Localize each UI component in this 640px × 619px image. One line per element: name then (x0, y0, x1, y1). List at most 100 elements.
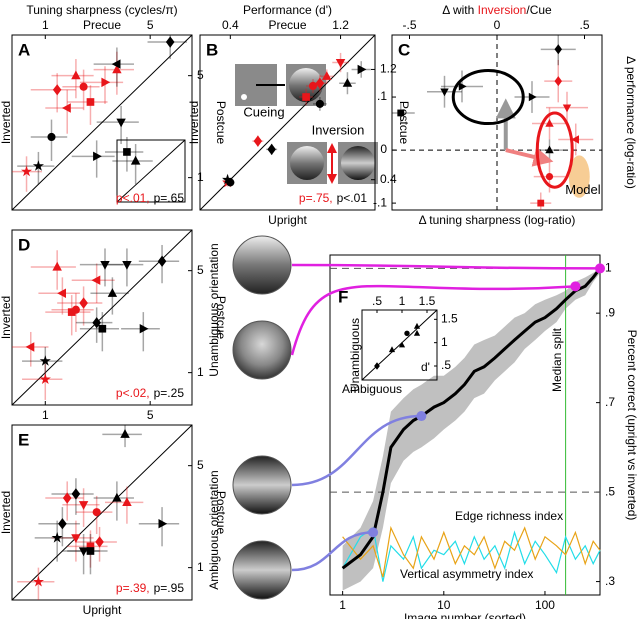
axis-title: Performance (d') (243, 3, 332, 17)
axis-title: Tuning sharpness (cycles/π) (26, 3, 177, 17)
y-tick-label: 1 (605, 261, 612, 275)
image-group-label: Ambiguous orientation (207, 470, 221, 589)
panel-frame (329, 254, 601, 596)
data-point (91, 275, 101, 285)
highlight-point (416, 411, 427, 422)
inset-point (404, 330, 410, 337)
y-tick-label: 5 (197, 458, 204, 472)
index-label: Edge richness index (455, 509, 563, 523)
data-point (67, 308, 76, 316)
y-tick-label: .9 (605, 305, 615, 319)
data-point (112, 492, 122, 502)
x-tick-label: 1 (339, 598, 346, 612)
data-point (71, 534, 81, 543)
data-point (122, 261, 132, 270)
panel-letter: A (18, 40, 30, 59)
panel-frame (11, 229, 193, 406)
p-values: p<.02, p=.25 (116, 386, 184, 400)
data-point (98, 324, 107, 333)
confidence-band (342, 268, 600, 591)
precue-label: Precue (268, 18, 306, 32)
data-point (562, 104, 572, 113)
data-point (537, 199, 545, 207)
p-value: p<.01 (337, 191, 368, 205)
data-point (267, 143, 276, 155)
model-ellipse (568, 155, 590, 198)
data-point (253, 135, 263, 147)
data-point (440, 88, 449, 97)
right-axis-label: Postcue (214, 491, 228, 535)
cueing-label: Cueing (243, 104, 284, 119)
image-connector (291, 263, 601, 270)
data-point (71, 70, 81, 80)
inset-x-tick-label: .5 (372, 294, 382, 308)
x-tick-label: .5 (579, 18, 589, 32)
data-point (25, 342, 35, 352)
left-axis-label: Inverted (0, 296, 13, 339)
data-point (32, 575, 44, 587)
inversion-label: Inversion (312, 122, 365, 137)
shift-arrow (505, 147, 554, 167)
mean-line (341, 267, 602, 570)
title-part: Δ with (442, 3, 477, 17)
inset-y-tick-label: 1 (441, 335, 448, 349)
data-point (39, 373, 51, 384)
inset-frame (361, 309, 438, 381)
data-point (101, 77, 111, 88)
title-part: Inversion (478, 3, 527, 17)
index-label: Vertical asymmetry index (400, 567, 533, 581)
y-tick-label: .7 (605, 395, 615, 409)
data-point (32, 160, 44, 171)
data-point (315, 77, 325, 89)
y-tick-label: .5 (605, 484, 615, 498)
panel-letter: E (18, 430, 29, 449)
data-point (92, 317, 101, 329)
data-point (111, 59, 121, 69)
inset-point (388, 346, 396, 353)
mean-ellipse (451, 69, 525, 126)
p-values: p<.01, p=.65 (116, 191, 184, 205)
model-label: Model (565, 182, 601, 197)
data-point (78, 501, 89, 510)
data-point (107, 288, 118, 297)
inset-identity (116, 139, 186, 203)
left-axis-label: Inverted (187, 101, 201, 144)
right-axis-label: Percent correct (upright vs inverted) (625, 330, 639, 521)
data-point (79, 82, 88, 91)
p-value: p=.65 (154, 191, 185, 205)
p-value: p=.75, (299, 191, 333, 205)
data-point (302, 93, 310, 101)
data-point (47, 132, 56, 142)
title-part: /Cue (526, 3, 552, 17)
data-point (51, 532, 63, 543)
data-point (62, 103, 71, 113)
index-line (342, 526, 601, 582)
right-axis-label: Δ performance (log-ratio) (624, 56, 638, 189)
data-point (165, 36, 175, 48)
data-point (222, 173, 234, 185)
inset-point (413, 322, 421, 329)
image-connector (290, 284, 576, 356)
data-point (79, 297, 88, 309)
left-axis-label: Inverted (0, 491, 13, 534)
data-point (458, 82, 467, 91)
right-axis-label: Postcue (214, 296, 228, 340)
data-point (357, 64, 367, 75)
data-point (100, 261, 110, 270)
median-split-label: Median split (550, 327, 564, 392)
data-point (308, 81, 318, 91)
x-tick-label: 0.4 (222, 18, 239, 32)
y-tick-label: .1 (377, 89, 387, 103)
inset-point (413, 329, 421, 336)
data-point (397, 109, 405, 117)
p-value: p=.95 (154, 581, 185, 595)
inset-identity (361, 309, 438, 381)
inset-point (398, 341, 406, 348)
x-tick-label: 1 (42, 18, 49, 32)
panel-letter: C (398, 40, 410, 59)
data-point (52, 261, 62, 271)
data-point (315, 99, 324, 108)
image-connector (291, 531, 374, 572)
data-point (57, 288, 66, 298)
